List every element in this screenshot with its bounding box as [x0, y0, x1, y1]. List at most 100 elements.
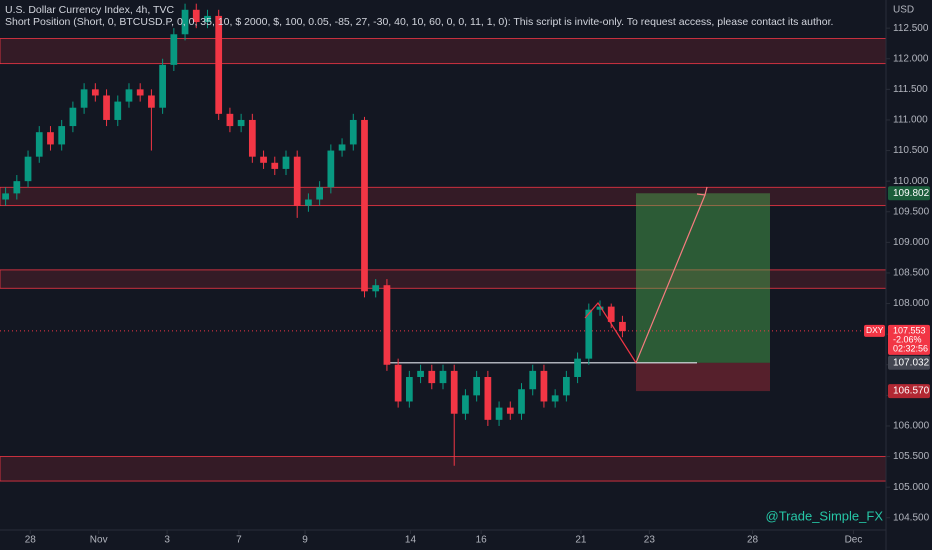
candle-body [181, 9, 189, 35]
candle-body [24, 156, 32, 182]
last-change: -2.06% [893, 334, 922, 344]
x-tick-label: Nov [90, 535, 108, 546]
candle-body [103, 95, 110, 120]
candle-body [316, 187, 323, 200]
candle-body [462, 395, 469, 414]
candle-body [136, 89, 144, 96]
target-tag-bg [888, 186, 930, 201]
candle-body [372, 285, 380, 292]
candle-body [574, 358, 581, 377]
candle-body [484, 376, 492, 420]
stop-tag: 106.570 [893, 386, 930, 397]
candle-body [260, 156, 267, 163]
zone [0, 38, 887, 65]
candle-body [349, 119, 357, 145]
x-tick-label: 7 [236, 535, 242, 546]
candle-body [338, 144, 346, 151]
y-tick-label: 112.000 [893, 53, 929, 64]
candle-body [271, 162, 279, 169]
last-price: 107.553 [893, 325, 926, 335]
candle-body [405, 376, 413, 402]
candle-body [293, 156, 301, 206]
y-tick-label: 112.500 [893, 23, 929, 34]
profit-area [636, 193, 770, 363]
candle-body [80, 89, 88, 108]
candle-body [69, 107, 77, 127]
candle-body [529, 370, 537, 390]
entry-tag-bg [888, 355, 930, 370]
candle-body [170, 34, 178, 65]
last-price-tag-bg [888, 324, 930, 355]
candle-body [237, 119, 245, 127]
y-tick-label: 110.000 [893, 176, 929, 187]
candle-body [91, 89, 99, 96]
entry-tag: 107.032 [893, 357, 930, 368]
watermark: @Trade_Simple_FX [766, 508, 884, 523]
x-tick-label: 23 [644, 535, 656, 546]
y-tick-label: 109.500 [893, 206, 930, 217]
candle-body [248, 119, 256, 157]
y-tick-label: 104.500 [893, 512, 930, 523]
y-tick-label: 111.500 [893, 84, 928, 95]
candle-body [226, 113, 234, 127]
x-tick-label: 21 [575, 535, 587, 546]
candle-body [518, 389, 525, 414]
candle-body [282, 156, 290, 169]
zone [0, 456, 887, 482]
candle-body [495, 407, 503, 420]
candle-body [2, 193, 9, 200]
x-tick-label: 28 [747, 535, 759, 546]
candle-body [619, 321, 626, 332]
symbol-tag: DXY [866, 325, 884, 335]
y-tick-label: 111.000 [893, 115, 928, 126]
symbol-tag-bg [864, 324, 885, 337]
candle-body [327, 150, 335, 188]
candle-body [13, 181, 21, 194]
x-tick-label: 9 [302, 535, 308, 546]
candle-body [596, 306, 604, 310]
y-tick-label: 106.000 [893, 421, 930, 432]
projection-arrow [635, 194, 706, 364]
candle-body [148, 95, 155, 108]
currency-label: USD [893, 5, 914, 16]
candle-body [35, 132, 43, 157]
candle-body [47, 132, 54, 145]
candle-body [159, 64, 166, 108]
last-countdown: 02:32:56 [893, 343, 928, 353]
candle-body [58, 126, 66, 145]
x-tick-label: 16 [476, 535, 488, 546]
candle-body [215, 15, 223, 114]
y-tick-label: 108.000 [893, 298, 930, 309]
target-tag: 109.802 [893, 188, 930, 199]
projection-arrowhead [696, 186, 708, 196]
y-tick-label: 105.500 [893, 451, 930, 462]
candle-body [394, 364, 402, 402]
x-tick-label: 14 [405, 535, 417, 546]
candle-body [563, 376, 570, 396]
candle-body [473, 376, 481, 396]
candle-body [125, 89, 133, 102]
candle-body [585, 309, 593, 359]
loss-area [636, 362, 770, 392]
candle-body [114, 101, 122, 120]
x-tick-label: 28 [25, 535, 37, 546]
chart-subtitle: Short Position (Short, 0, BTCUSD.P, 0, 0… [5, 16, 833, 28]
candle-body [540, 370, 548, 402]
candle-body [417, 370, 424, 377]
candle-body [428, 370, 436, 384]
candle-body [361, 119, 368, 292]
candle-body [607, 306, 615, 322]
candle-body [305, 199, 312, 206]
candle-body [383, 285, 391, 365]
y-tick-label: 109.000 [893, 237, 930, 248]
x-tick-label: 3 [164, 535, 170, 546]
projection-line [584, 301, 637, 364]
candle-body [450, 370, 458, 414]
candle-body [204, 15, 211, 23]
y-tick-label: 110.500 [893, 145, 929, 156]
stop-tag-bg [888, 384, 930, 399]
candle-body [439, 370, 447, 384]
chart-title: U.S. Dollar Currency Index, 4h, TVC [5, 4, 174, 16]
